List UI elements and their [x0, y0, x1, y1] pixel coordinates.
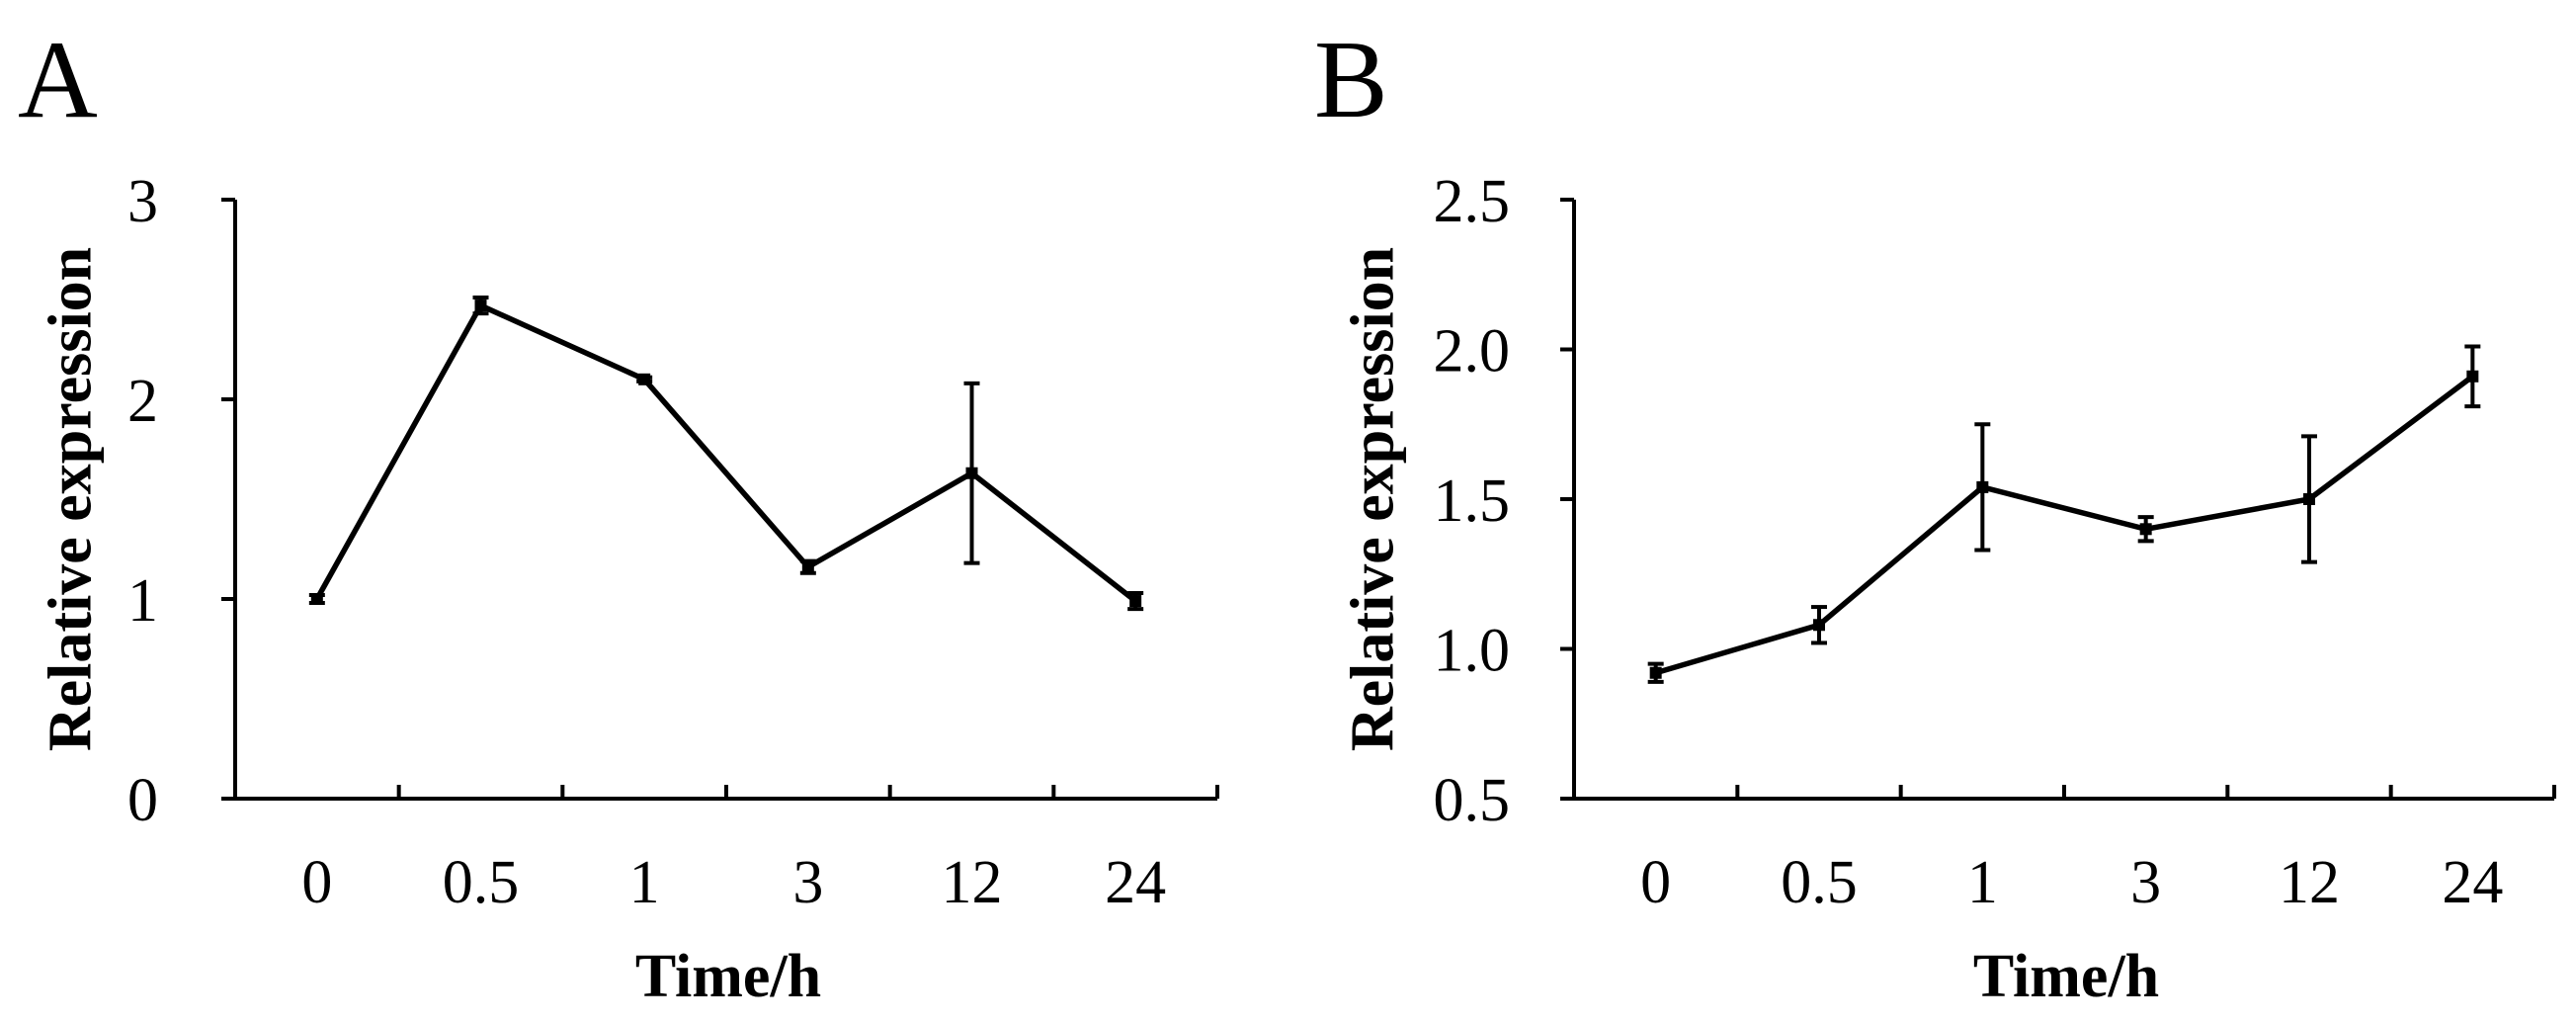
- y-tick-label: 3: [127, 168, 158, 235]
- data-point: [1129, 595, 1142, 608]
- panel-letter: B: [1314, 19, 1388, 141]
- panel-letter: A: [18, 19, 98, 141]
- y-tick-label: 0: [127, 767, 158, 834]
- data-point: [2139, 523, 2152, 536]
- data-point: [2466, 370, 2479, 383]
- x-tick-label: 3: [792, 849, 823, 916]
- data-point: [638, 373, 651, 385]
- data-point: [1976, 480, 1989, 493]
- x-tick-label: 24: [2442, 849, 2503, 916]
- x-axis-title: Time/h: [635, 943, 821, 1010]
- y-tick-label: 0.5: [1434, 767, 1511, 834]
- x-tick-label: 1: [1967, 849, 1998, 916]
- y-tick-label: 1.5: [1434, 468, 1511, 535]
- x-tick-label: 12: [942, 849, 1003, 916]
- series-line: [1654, 374, 2474, 676]
- x-tick-label: 12: [2279, 849, 2340, 916]
- x-tick-label: 0: [301, 849, 332, 916]
- data-point: [801, 560, 814, 573]
- x-tick-label: 1: [629, 849, 660, 916]
- y-tick-label: 1: [127, 567, 158, 635]
- x-tick-label: 0: [1640, 849, 1671, 916]
- x-tick-label: 24: [1105, 849, 1166, 916]
- x-tick-label: 3: [2130, 849, 2161, 916]
- data-point: [1649, 666, 1662, 679]
- y-tick-label: 2: [127, 368, 158, 435]
- y-axis-title: Relative expression: [1340, 247, 1407, 751]
- data-point: [2303, 493, 2315, 505]
- y-tick-label: 2.5: [1434, 168, 1511, 235]
- y-tick-label: 1.0: [1434, 618, 1511, 685]
- data-point: [965, 467, 978, 479]
- x-tick-label: 0.5: [443, 849, 520, 916]
- y-tick-label: 2.0: [1434, 318, 1511, 385]
- x-axis-title: Time/h: [1973, 943, 2159, 1010]
- series-line: [314, 301, 1137, 604]
- y-axis-title: Relative expression: [38, 247, 105, 751]
- data-point: [1813, 619, 1825, 632]
- panel-b: B 0.5 1.0 1.5 2.0 2.5 0 0.5 1 3 12 24 Time/h Relative…: [1314, 19, 2556, 1010]
- data-point: [474, 299, 487, 312]
- data-point: [310, 593, 323, 605]
- x-tick-label: 0.5: [1781, 849, 1858, 916]
